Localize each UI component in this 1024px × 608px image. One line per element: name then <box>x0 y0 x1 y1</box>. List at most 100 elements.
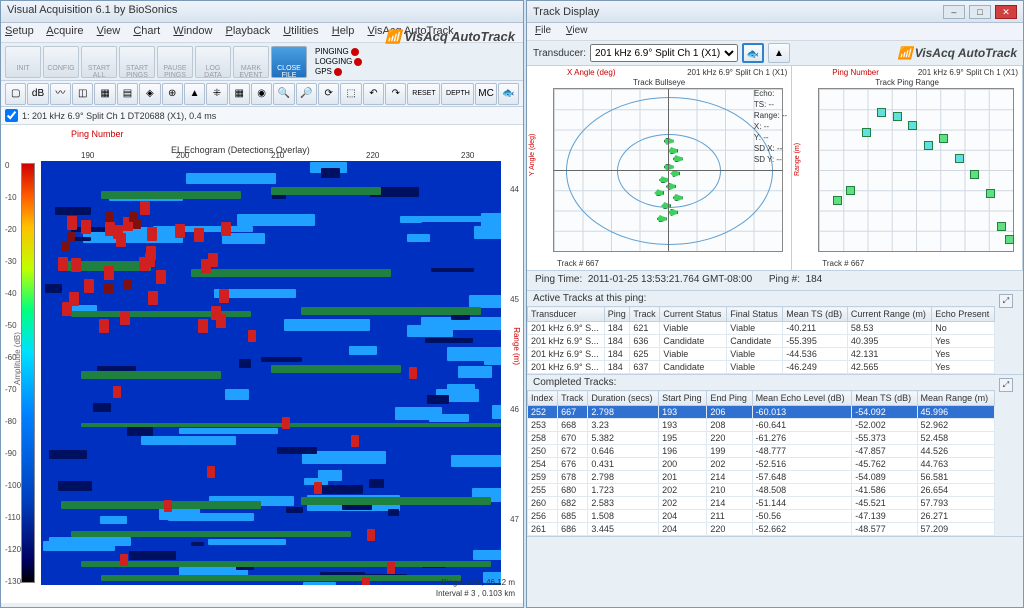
table-row[interactable]: 201 kHz 6.9° S...184636CandidateCandidat… <box>528 335 995 348</box>
cb-tick: -60 <box>5 353 17 362</box>
tb-pause-pings[interactable]: PAUSE PINGS <box>157 46 193 78</box>
th[interactable]: Mean Range (m) <box>917 391 994 406</box>
icon-btn-20[interactable]: MC <box>475 83 496 105</box>
th[interactable]: Mean TS (dB) <box>852 391 917 406</box>
icon-btn-11[interactable]: ◉ <box>251 83 272 105</box>
table-row[interactable]: 201 kHz 6.9° S...184637CandidateViable-4… <box>528 361 995 374</box>
tb-init[interactable]: INIT <box>5 46 41 78</box>
icon-btn-0[interactable]: ▢ <box>5 83 26 105</box>
table-row[interactable]: 2606822.583202214-51.144-45.52157.793 <box>528 497 995 510</box>
active-tracks-label: Active Tracks at this ping: ⤢ <box>527 291 1023 306</box>
icon-btn-5[interactable]: ▤ <box>117 83 138 105</box>
icon-btn-13[interactable]: 🔎 <box>296 83 317 105</box>
icon-btn-8[interactable]: ▲ <box>184 83 205 105</box>
menu-playback[interactable]: Playback <box>226 25 271 37</box>
icon-btn-6[interactable]: ◈ <box>139 83 160 105</box>
table-row[interactable]: 2536683.23193208-60.641-52.00252.962 <box>528 419 995 432</box>
table-row[interactable]: 2596782.798201214-57.648-54.08956.581 <box>528 471 995 484</box>
icon-btn-3[interactable]: ◫ <box>72 83 93 105</box>
th[interactable]: Transducer <box>528 307 605 322</box>
plot-mode-3d-button[interactable]: ▲ <box>768 43 790 63</box>
pingrange-area[interactable] <box>818 88 1014 252</box>
icon-btn-18[interactable]: RESET <box>407 83 440 105</box>
active-tracks-table[interactable]: TransducerPingTrackCurrent StatusFinal S… <box>527 306 995 374</box>
menu-setup[interactable]: Setup <box>5 25 34 37</box>
ping-time-label: Ping Time: <box>535 274 582 285</box>
echogram-canvas[interactable] <box>41 161 501 585</box>
track-menu-file[interactable]: File <box>535 25 551 36</box>
icon-btn-9[interactable]: ⁜ <box>206 83 227 105</box>
table-row[interactable]: 201 kHz 6.9° S...184621ViableViable-40.2… <box>528 322 995 335</box>
bullseye-xlabel: X Angle (deg) <box>567 68 615 77</box>
menu-view[interactable]: View <box>97 25 121 37</box>
icon-btn-14[interactable]: ⟳ <box>318 83 339 105</box>
th[interactable]: Duration (secs) <box>588 391 659 406</box>
bullseye-info: Echo:TS: --Range: --X: --Y: --SD X: --SD… <box>754 88 787 165</box>
colorbar <box>21 163 35 583</box>
th[interactable]: Mean Echo Level (dB) <box>752 391 852 406</box>
tb-start-all[interactable]: START ALL <box>81 46 117 78</box>
icon-btn-15[interactable]: ⬚ <box>340 83 361 105</box>
th[interactable]: End Ping <box>707 391 752 406</box>
icon-btn-2[interactable]: 〰 <box>50 83 71 105</box>
th[interactable]: Track <box>558 391 588 406</box>
icon-btn-21[interactable]: 🐟 <box>498 83 519 105</box>
menu-window[interactable]: Window <box>173 25 212 37</box>
track-window: Track Display – □ ✕ File View Transducer… <box>526 0 1024 608</box>
icon-btn-4[interactable]: ▦ <box>94 83 115 105</box>
table-row[interactable]: 2566851.508204211-50.56-47.13926.271 <box>528 510 995 523</box>
main-title: Visual Acquisition 6.1 by BioSonics <box>1 1 523 23</box>
tb-close-file[interactable]: CLOSE FILE <box>271 46 307 78</box>
menu-help[interactable]: Help <box>332 25 355 37</box>
close-button[interactable]: ✕ <box>995 5 1017 19</box>
maximize-button[interactable]: □ <box>969 5 991 19</box>
menu-utilities[interactable]: Utilities <box>283 25 318 37</box>
tb-log-data[interactable]: LOG DATA <box>195 46 231 78</box>
completed-tracks-table[interactable]: IndexTrackDuration (secs)Start PingEnd P… <box>527 390 995 536</box>
th[interactable]: Echo Present <box>932 307 995 322</box>
menu-chart[interactable]: Chart <box>133 25 160 37</box>
x-tick: 190 <box>81 151 94 160</box>
th[interactable]: Final Status <box>727 307 783 322</box>
th[interactable]: Current Status <box>660 307 727 322</box>
completed-expand-icon[interactable]: ⤢ <box>999 378 1013 392</box>
cb-tick: -100 <box>5 481 21 490</box>
plots-row: X Angle (deg) 201 kHz 6.9° Split Ch 1 (X… <box>527 65 1023 271</box>
track-menu: File View <box>527 23 1023 41</box>
icon-btn-1[interactable]: dB <box>27 83 48 105</box>
bullseye-area[interactable] <box>553 88 783 252</box>
table-row[interactable]: 2586705.382195220-61.276-55.37352.458 <box>528 432 995 445</box>
active-expand-icon[interactable]: ⤢ <box>999 294 1013 308</box>
table-row[interactable]: 2556801.723202210-48.508-41.58626.654 <box>528 484 995 497</box>
icon-btn-10[interactable]: ▦ <box>229 83 250 105</box>
icon-btn-16[interactable]: ↶ <box>363 83 384 105</box>
th[interactable]: Ping <box>604 307 630 322</box>
track-menu-view[interactable]: View <box>566 25 588 36</box>
icon-btn-12[interactable]: 🔍 <box>273 83 294 105</box>
transducer-row: Transducer: 201 kHz 6.9° Split Ch 1 (X1)… <box>527 41 1023 65</box>
icon-btn-19[interactable]: DEPTH <box>441 83 474 105</box>
menu-acquire[interactable]: Acquire <box>46 25 83 37</box>
tb-mark-event[interactable]: MARK EVENT <box>233 46 269 78</box>
brand-logo: VisAcq AutoTrack <box>385 29 515 45</box>
th[interactable]: Track <box>630 307 660 322</box>
channel-checkbox[interactable] <box>5 109 18 122</box>
completed-tracks-label: Completed Tracks: ⤢ <box>527 375 1023 390</box>
th[interactable]: Current Range (m) <box>847 307 931 322</box>
icon-btn-7[interactable]: ⊕ <box>162 83 183 105</box>
tb-start-pings[interactable]: START PINGS <box>119 46 155 78</box>
th[interactable]: Index <box>528 391 558 406</box>
tb-config[interactable]: CONFIG <box>43 46 79 78</box>
table-row[interactable]: 2546760.431200202-52.516-45.76244.763 <box>528 458 995 471</box>
table-row[interactable]: 201 kHz 6.9° S...184625ViableViable-44.5… <box>528 348 995 361</box>
minimize-button[interactable]: – <box>943 5 965 19</box>
icon-btn-17[interactable]: ↷ <box>385 83 406 105</box>
th[interactable]: Mean TS (dB) <box>783 307 848 322</box>
th[interactable]: Start Ping <box>659 391 707 406</box>
transducer-select[interactable]: 201 kHz 6.9° Split Ch 1 (X1) <box>590 44 738 62</box>
bullseye-ylabel: Y Angle (deg) <box>529 134 536 176</box>
plot-mode-fish-button[interactable]: 🐟 <box>742 43 764 63</box>
table-row[interactable]: 2526672.798193206-60.013-54.09245.996 <box>528 406 995 419</box>
table-row[interactable]: 2616863.445204220-52.662-48.57757.209 <box>528 523 995 536</box>
table-row[interactable]: 2506720.646196199-48.777-47.85744.526 <box>528 445 995 458</box>
